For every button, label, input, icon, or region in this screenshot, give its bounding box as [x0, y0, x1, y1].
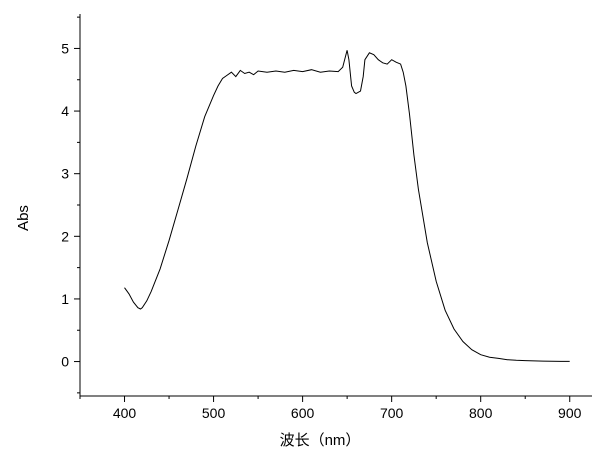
- y-tick-label: 2: [61, 228, 69, 244]
- x-tick-label: 400: [113, 405, 137, 421]
- axis-ticks: 400 500 600 700 800 900 0 1 2 3 4 5: [61, 16, 582, 421]
- y-axis-title: Abs: [15, 205, 32, 231]
- y-tick-label: 3: [61, 166, 69, 182]
- x-tick-label: 800: [469, 405, 493, 421]
- y-tick-label: 0: [61, 354, 69, 370]
- plot-area: [124, 50, 570, 362]
- x-tick-label: 500: [202, 405, 226, 421]
- y-tick-label: 1: [61, 291, 69, 307]
- x-tick-label: 700: [380, 405, 404, 421]
- x-axis-title: 波长（nm）: [280, 432, 361, 449]
- x-tick-label: 600: [291, 405, 315, 421]
- y-tick-label: 4: [61, 103, 69, 119]
- series-line: [124, 50, 570, 362]
- x-tick-label: 900: [558, 405, 582, 421]
- y-tick-label: 5: [61, 40, 69, 56]
